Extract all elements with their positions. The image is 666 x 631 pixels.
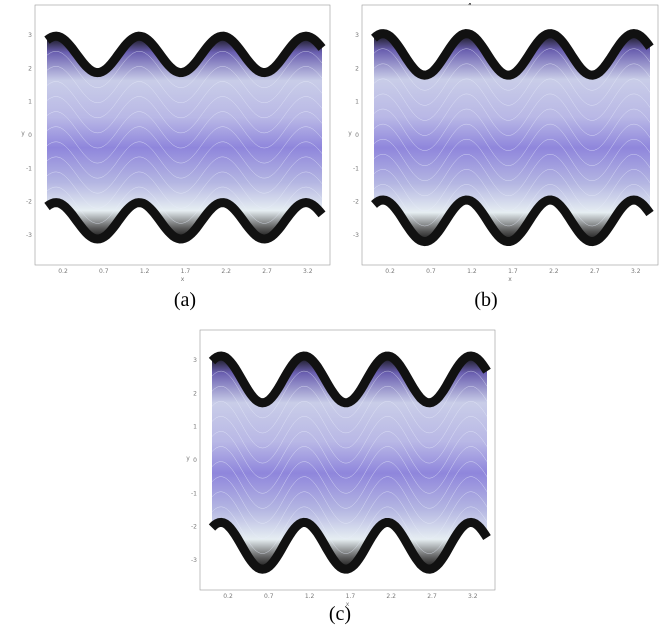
- y-tick-label: -1: [191, 490, 197, 497]
- y-tick-label: -1: [26, 165, 32, 172]
- x-axis-label: x: [181, 276, 185, 283]
- x-tick-label: 2.7: [262, 268, 272, 275]
- y-tick-label: 3: [355, 32, 359, 39]
- y-axis-label: y: [186, 455, 190, 462]
- x-tick-label: 1.7: [346, 593, 356, 600]
- x-tick-label: 1.7: [181, 268, 191, 275]
- y-axis-label: y: [21, 130, 25, 137]
- y-tick-label: 3: [193, 357, 197, 364]
- x-tick-label: 2.2: [386, 593, 396, 600]
- y-tick-label: 2: [28, 65, 32, 72]
- y-tick-label: 0: [355, 132, 359, 139]
- x-tick-label: 1.7: [508, 268, 518, 275]
- panel-label: (c): [329, 603, 351, 625]
- y-tick-label: -3: [26, 232, 32, 239]
- x-tick-label: 2.2: [221, 268, 231, 275]
- x-tick-label: 2.2: [549, 268, 559, 275]
- y-axis-label: y: [348, 130, 352, 137]
- y-tick-label: -1: [353, 165, 359, 172]
- panel-label: (b): [474, 289, 497, 311]
- figure: 4 0.20.71.21.72.22.73.2x3210-1-2-3y(a)0.…: [0, 0, 666, 631]
- x-tick-label: 0.7: [99, 268, 109, 275]
- panel-label: (a): [174, 289, 196, 311]
- x-tick-label: 0.7: [264, 593, 274, 600]
- y-tick-label: 1: [355, 99, 359, 106]
- x-tick-label: 3.2: [468, 593, 478, 600]
- x-tick-label: 0.2: [385, 268, 395, 275]
- y-tick-label: 2: [355, 65, 359, 72]
- y-tick-label: -3: [191, 557, 197, 564]
- x-tick-label: 0.2: [223, 593, 233, 600]
- x-tick-label: 0.2: [58, 268, 68, 275]
- y-tick-label: 0: [193, 457, 197, 464]
- y-tick-label: -2: [26, 199, 32, 206]
- y-tick-label: -2: [353, 199, 359, 206]
- x-tick-label: 1.2: [305, 593, 315, 600]
- y-tick-label: 1: [28, 99, 32, 106]
- x-tick-label: 1.2: [140, 268, 150, 275]
- y-tick-label: 3: [28, 32, 32, 39]
- x-tick-label: 3.2: [303, 268, 313, 275]
- x-tick-label: 2.7: [427, 593, 437, 600]
- y-tick-label: 2: [193, 390, 197, 397]
- y-tick-label: -2: [191, 524, 197, 531]
- y-tick-label: 1: [193, 424, 197, 431]
- y-tick-label: -3: [353, 232, 359, 239]
- x-tick-label: 3.2: [631, 268, 641, 275]
- y-tick-label: 0: [28, 132, 32, 139]
- x-axis-label: x: [508, 276, 512, 283]
- x-tick-label: 1.2: [467, 268, 477, 275]
- x-tick-label: 0.7: [426, 268, 436, 275]
- x-tick-label: 2.7: [590, 268, 600, 275]
